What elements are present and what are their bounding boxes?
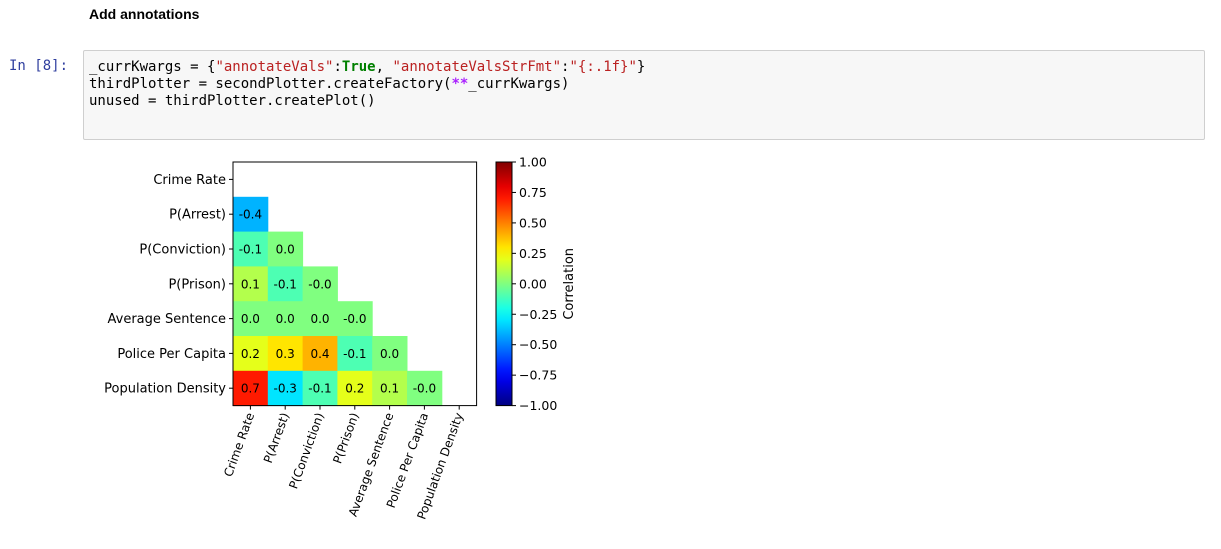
colorbar-tick-label: −1.00: [519, 398, 557, 413]
cell-annotation: 0.0: [276, 312, 295, 326]
heatmap-cell: [267, 266, 304, 302]
x-tick-label: P(Arrest): [261, 411, 292, 465]
cell-annotation: 0.0: [241, 312, 260, 326]
cell-annotation: -0.1: [239, 243, 262, 257]
colorbar-tick-label: 0.50: [519, 215, 547, 230]
x-tick-label: P(Prison): [330, 411, 361, 466]
heatmap-cell: [267, 301, 304, 337]
code-token: _currKwargs): [468, 76, 570, 92]
code-token: ,: [375, 59, 393, 75]
code-operator: **: [451, 76, 469, 92]
markdown-heading: Add annotations: [89, 6, 200, 22]
y-tick-label: P(Prison): [168, 277, 226, 292]
cell-annotation: -0.1: [343, 347, 366, 361]
x-tick-label: Crime Rate: [221, 411, 257, 479]
code-token: thirdPlotter = secondPlotter.createFacto…: [89, 76, 452, 92]
cell-output: -0.4 -0.1 0.0 0.1 -0.1 -0.0 0.0 0.0 0.0 -0.0 0.2 0.…: [83, 150, 603, 549]
heatmap-cell: [372, 370, 408, 407]
cell-annotation: 0.0: [276, 243, 295, 257]
code-line-3: unused = thirdPlotter.createPlot(): [89, 93, 1204, 110]
code-line-2: thirdPlotter = secondPlotter.createFacto…: [89, 76, 1204, 93]
y-tick-label: Average Sentence: [108, 312, 227, 327]
heatmap-cell: [372, 336, 408, 372]
heatmap-cell: [337, 301, 373, 337]
code-keyword: True: [341, 59, 376, 75]
code-string: "{:.1f}": [569, 59, 637, 75]
heatmap-cell: [302, 370, 338, 407]
correlation-heatmap: -0.4 -0.1 0.0 0.1 -0.1 -0.0 0.0 0.0 0.0 -0.0 0.2 0.…: [104, 155, 577, 522]
cell-annotation: -0.0: [413, 382, 436, 396]
cell-annotation: 0.1: [380, 382, 399, 396]
code-token: _currKwargs = {: [89, 59, 216, 75]
colorbar-tick-label: −0.75: [519, 368, 557, 383]
cell-annotation: -0.4: [239, 208, 262, 222]
heatmap-cell: [267, 370, 304, 407]
colorbar-tick-label: −0.50: [519, 337, 557, 352]
y-tick-label: P(Conviction): [139, 243, 226, 258]
heatmap-cell: [407, 370, 443, 407]
cell-annotation: 0.0: [380, 347, 399, 361]
y-tick-label: Police Per Capita: [117, 347, 226, 362]
x-tick-label: P(Conviction): [286, 411, 327, 491]
colorbar-tick-label: 0.00: [519, 276, 547, 291]
colorbar-tick-label: 1.00: [519, 155, 547, 170]
cell-annotation: 0.0: [310, 312, 329, 326]
cell-annotation: 0.2: [241, 347, 260, 361]
heatmap-cell: [302, 266, 338, 302]
colorbar-tick-label: −0.25: [519, 307, 557, 322]
colorbar-tick-label: 0.75: [519, 185, 547, 200]
heatmap-cell: [233, 336, 269, 372]
heatmap-cell: [302, 301, 338, 337]
code-line-1: _currKwargs = {"annotateVals":True, "ann…: [89, 59, 1204, 76]
heatmap-cell: [267, 231, 304, 267]
heatmap-cell: [337, 370, 373, 407]
cell-annotation: -0.0: [308, 277, 331, 291]
heatmap-cell: [233, 196, 269, 233]
colorbar: [495, 161, 513, 407]
colorbar-label: Correlation: [562, 248, 577, 320]
heatmap-cell: [302, 336, 338, 372]
code-token: unused = thirdPlotter.createPlot(): [89, 93, 376, 109]
cell-annotation: 0.2: [345, 382, 364, 396]
cell-annotation: -0.0: [343, 312, 366, 326]
cell-annotation: -0.1: [308, 382, 331, 396]
code-cell-input[interactable]: _currKwargs = {"annotateVals":True, "ann…: [83, 50, 1205, 140]
cell-annotation: 0.3: [276, 347, 295, 361]
y-tick-label: Crime Rate: [153, 173, 226, 188]
y-tick-label: Population Density: [104, 382, 226, 397]
cell-annotation: -0.3: [273, 382, 296, 396]
cell-annotation: -0.1: [273, 277, 296, 291]
cell-annotation: 0.7: [241, 382, 260, 396]
y-tick-label: P(Arrest): [169, 208, 226, 223]
cell-prompt: In [8]:: [9, 58, 69, 74]
heatmap-cell: [233, 266, 269, 302]
code-string: "annotateVals": [215, 59, 334, 75]
heatmap-cell: [267, 336, 304, 372]
heatmap-cell: [233, 231, 269, 267]
code-token: :: [333, 59, 342, 75]
cell-annotation: 0.4: [310, 347, 329, 361]
heatmap-cell: [233, 370, 269, 407]
cell-annotation: 0.1: [241, 277, 260, 291]
colorbar-tick-label: 0.25: [519, 246, 547, 261]
heatmap-cell: [337, 336, 373, 372]
code-token: }: [636, 59, 646, 75]
code-token: :: [561, 59, 570, 75]
heatmap-cell: [233, 301, 269, 337]
code-string: "annotateValsStrFmt": [392, 59, 562, 75]
